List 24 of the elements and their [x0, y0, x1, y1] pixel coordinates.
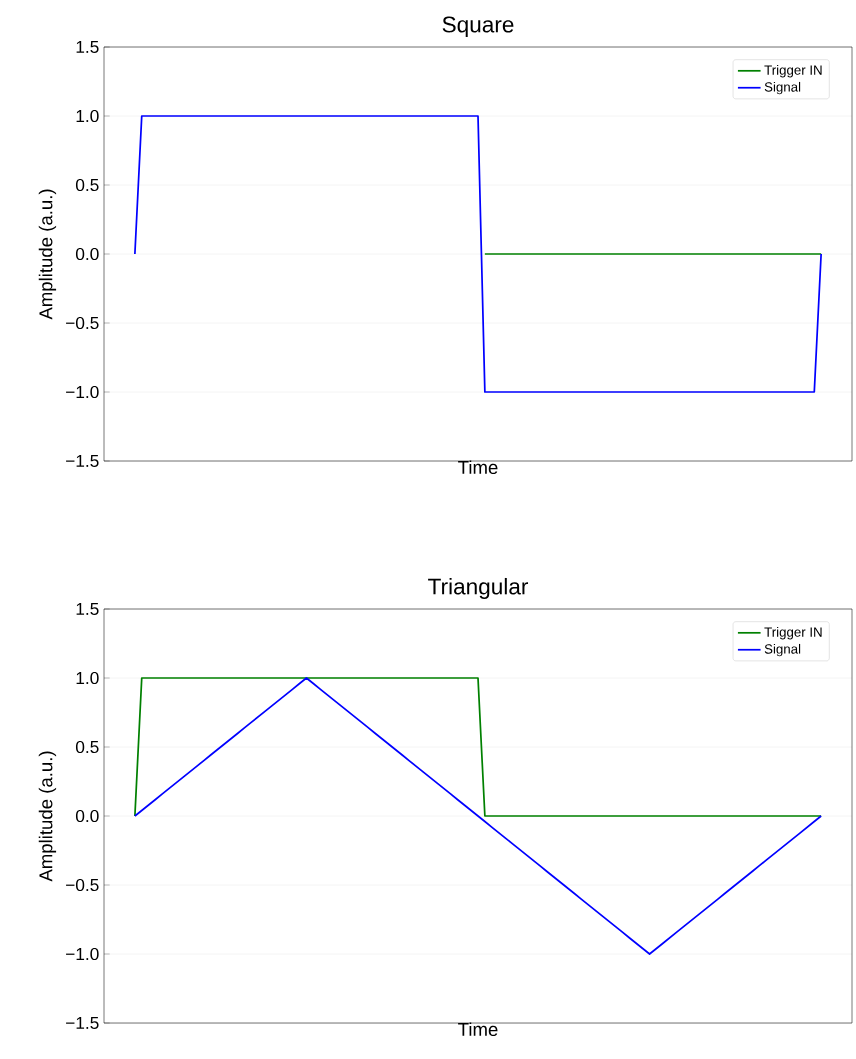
y-tick-label: 0.5 [75, 178, 99, 192]
y-tick-label: −1.0 [66, 385, 99, 399]
chart-title: Square [442, 16, 514, 37]
y-axis-title: Amplitude (a.u.) [38, 189, 57, 320]
x-axis-title: Time [458, 460, 498, 475]
y-tick-label: 1.0 [76, 109, 99, 123]
y-tick-label: −1.5 [66, 1016, 99, 1030]
y-tick-label: −0.5 [66, 316, 99, 330]
legend-label: Signal [764, 643, 801, 657]
y-tick-label: −1.0 [66, 947, 99, 961]
y-axis-title: Amplitude (a.u.) [38, 751, 57, 882]
chart-title: Triangular [428, 577, 529, 599]
y-tick-label: 0.5 [75, 740, 99, 754]
y-tick-label: 1.0 [76, 671, 99, 685]
y-tick-label: 0.0 [75, 247, 99, 261]
legend-label: Trigger IN [764, 627, 822, 640]
legend-label: Signal [764, 81, 801, 95]
y-tick-label: 0.0 [75, 809, 99, 823]
y-tick-label: −1.5 [66, 454, 99, 468]
x-axis-title: Time [458, 1022, 498, 1037]
y-tick-label: 1.5 [76, 602, 99, 616]
legend-label: Trigger IN [764, 65, 822, 78]
y-tick-label: −0.5 [66, 878, 99, 892]
y-tick-label: 1.5 [76, 40, 99, 54]
